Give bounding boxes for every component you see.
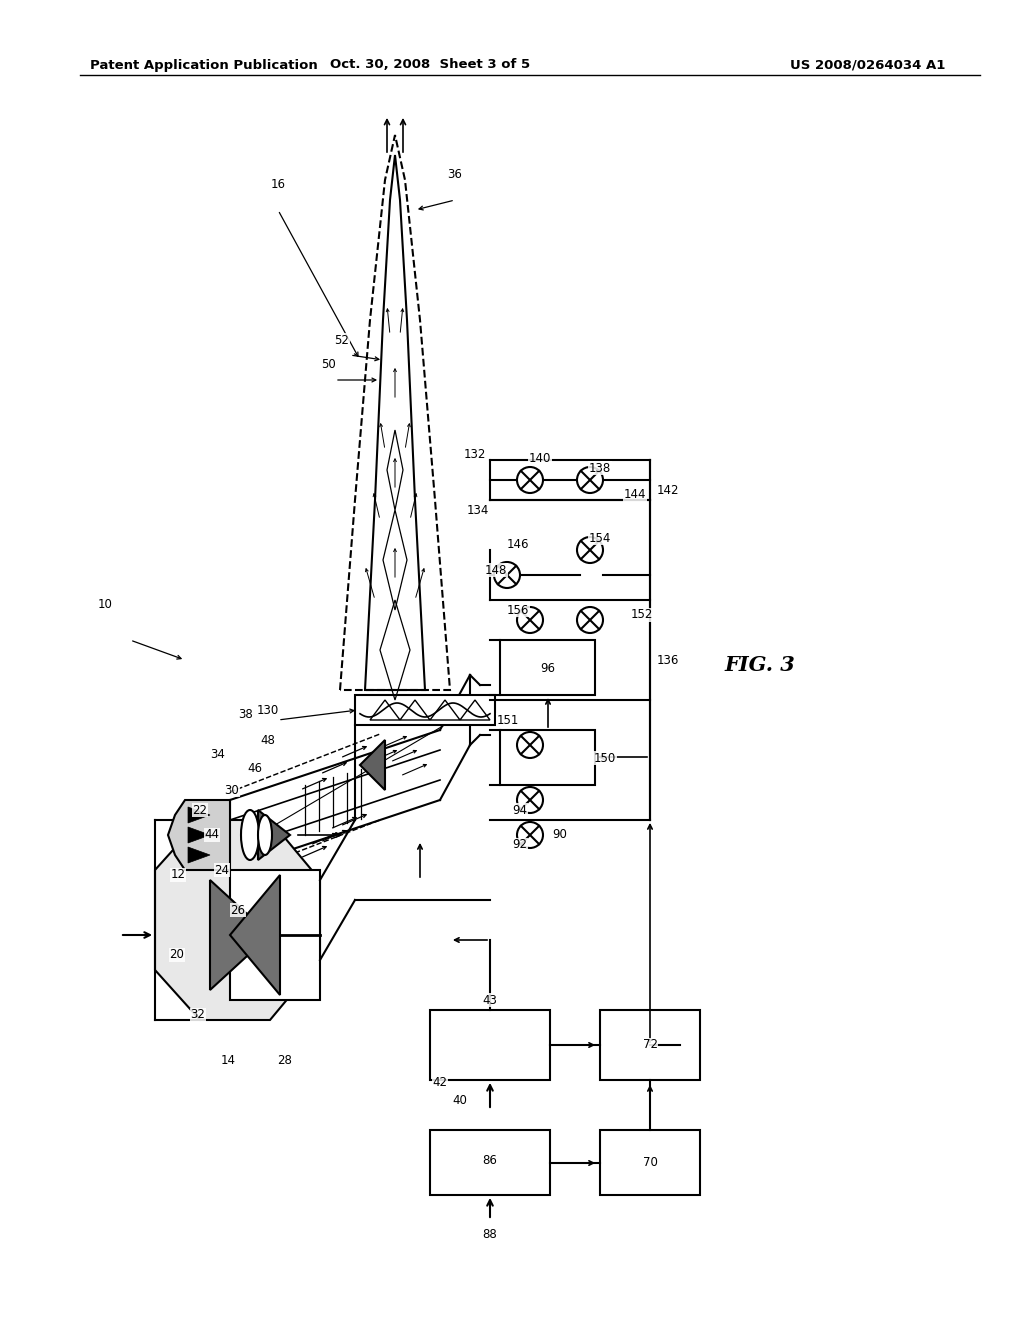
Text: 146: 146 bbox=[507, 539, 529, 552]
Circle shape bbox=[517, 607, 543, 634]
Text: 154: 154 bbox=[589, 532, 611, 544]
Text: 92: 92 bbox=[512, 838, 527, 851]
Text: 94: 94 bbox=[512, 804, 527, 817]
Polygon shape bbox=[188, 847, 210, 863]
Text: 142: 142 bbox=[656, 483, 679, 496]
Polygon shape bbox=[210, 880, 270, 990]
Text: 32: 32 bbox=[190, 1008, 206, 1022]
Text: 36: 36 bbox=[447, 169, 463, 181]
Text: 72: 72 bbox=[642, 1039, 657, 1052]
Text: 86: 86 bbox=[482, 1154, 498, 1167]
Text: 40: 40 bbox=[453, 1093, 467, 1106]
Text: 150: 150 bbox=[594, 751, 616, 764]
Text: 16: 16 bbox=[270, 178, 286, 191]
Text: 96: 96 bbox=[541, 661, 555, 675]
Bar bbox=[600, 1130, 700, 1195]
Text: 156: 156 bbox=[507, 603, 529, 616]
Text: 43: 43 bbox=[482, 994, 498, 1006]
Circle shape bbox=[517, 467, 543, 492]
Circle shape bbox=[577, 467, 603, 492]
Polygon shape bbox=[188, 828, 210, 843]
Bar bbox=[430, 1130, 550, 1195]
Text: US 2008/0264034 A1: US 2008/0264034 A1 bbox=[790, 58, 945, 71]
Text: 38: 38 bbox=[239, 709, 253, 722]
Text: 30: 30 bbox=[224, 784, 240, 796]
Text: Oct. 30, 2008  Sheet 3 of 5: Oct. 30, 2008 Sheet 3 of 5 bbox=[330, 58, 530, 71]
Text: 138: 138 bbox=[589, 462, 611, 474]
Text: 22: 22 bbox=[193, 804, 208, 817]
Bar bbox=[600, 1010, 700, 1080]
Bar bbox=[430, 1010, 550, 1080]
Bar bbox=[355, 696, 495, 725]
Text: 88: 88 bbox=[482, 1229, 498, 1242]
Text: 136: 136 bbox=[656, 653, 679, 667]
Text: 144: 144 bbox=[624, 488, 646, 502]
Text: 132: 132 bbox=[464, 449, 486, 462]
Bar bbox=[500, 640, 595, 696]
Text: 70: 70 bbox=[643, 1156, 657, 1170]
Text: 28: 28 bbox=[278, 1053, 293, 1067]
Bar bbox=[230, 870, 319, 1001]
Text: 12: 12 bbox=[171, 869, 185, 882]
Text: FIG. 3: FIG. 3 bbox=[725, 655, 796, 675]
Polygon shape bbox=[360, 741, 385, 789]
Text: 24: 24 bbox=[214, 863, 229, 876]
Text: 14: 14 bbox=[220, 1053, 236, 1067]
Circle shape bbox=[577, 607, 603, 634]
Bar bbox=[500, 730, 595, 785]
Text: 130: 130 bbox=[257, 704, 280, 717]
Text: 148: 148 bbox=[484, 564, 507, 577]
Text: 46: 46 bbox=[248, 762, 262, 775]
Circle shape bbox=[517, 822, 543, 847]
Ellipse shape bbox=[258, 814, 272, 855]
Circle shape bbox=[517, 787, 543, 813]
Text: 134: 134 bbox=[467, 503, 489, 516]
Text: 26: 26 bbox=[230, 903, 246, 916]
Circle shape bbox=[494, 562, 520, 587]
Circle shape bbox=[517, 733, 543, 758]
Text: 140: 140 bbox=[528, 451, 551, 465]
Polygon shape bbox=[168, 800, 230, 870]
Ellipse shape bbox=[241, 810, 259, 861]
Text: 34: 34 bbox=[211, 748, 225, 762]
Polygon shape bbox=[230, 875, 280, 995]
Text: 50: 50 bbox=[321, 359, 336, 371]
Text: 152: 152 bbox=[631, 609, 653, 622]
Text: 52: 52 bbox=[335, 334, 349, 346]
Circle shape bbox=[577, 537, 603, 564]
Text: 151: 151 bbox=[497, 714, 519, 726]
Text: 42: 42 bbox=[432, 1076, 447, 1089]
Text: 48: 48 bbox=[260, 734, 275, 747]
Text: 20: 20 bbox=[170, 949, 184, 961]
Polygon shape bbox=[258, 810, 290, 861]
Polygon shape bbox=[155, 820, 319, 1020]
Text: Patent Application Publication: Patent Application Publication bbox=[90, 58, 317, 71]
Text: 90: 90 bbox=[553, 829, 567, 842]
Text: 44: 44 bbox=[205, 829, 219, 842]
Text: 10: 10 bbox=[97, 598, 113, 611]
Polygon shape bbox=[188, 807, 210, 822]
